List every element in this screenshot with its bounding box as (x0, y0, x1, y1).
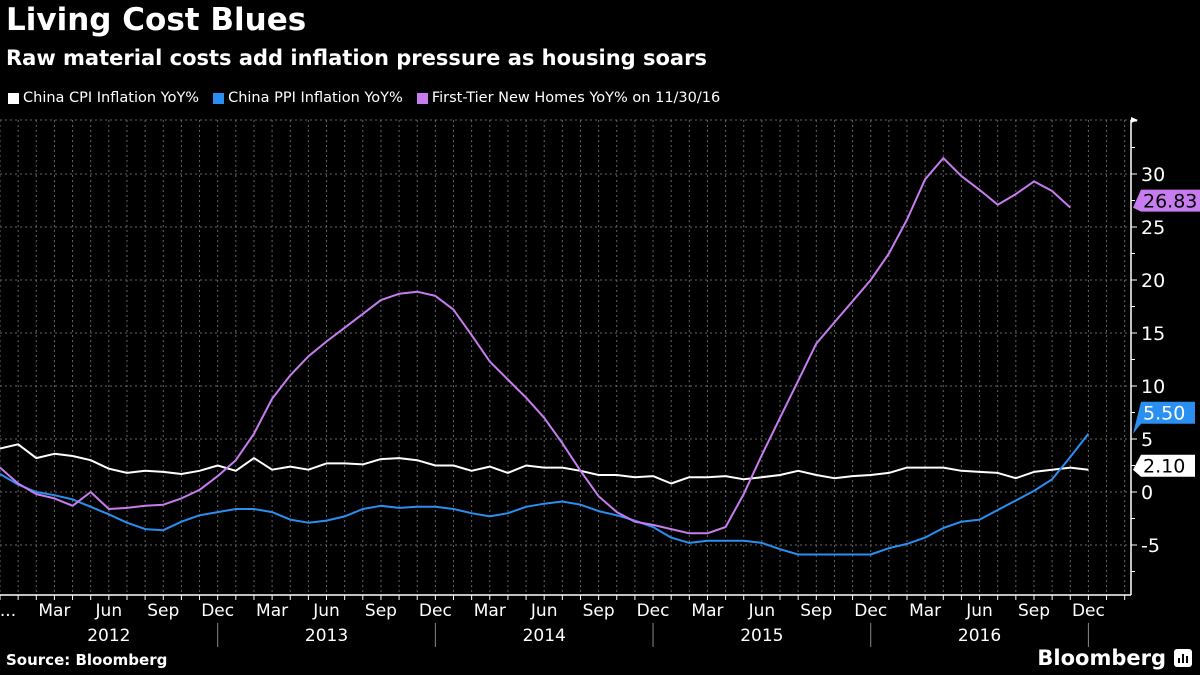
y-tick-label: 5 (1141, 429, 1153, 451)
x-tick-label: Jun (748, 601, 776, 621)
x-year-label: 2012 (87, 626, 130, 646)
last-value-label-0: 2.10 (1143, 456, 1185, 478)
x-tick-label: Mar (909, 601, 941, 621)
x-tick-label: Jun (965, 601, 993, 621)
x-tick-label: Dec (201, 601, 234, 621)
legend-swatch-homes (416, 92, 428, 104)
legend-label-homes: First-Tier New Homes YoY% on 11/30/16 (431, 90, 721, 106)
x-tick-label: Dec (419, 601, 452, 621)
x-year-label: 2015 (740, 626, 783, 646)
x-tick-label: Dec (637, 601, 670, 621)
brand-name: Bloomberg (1037, 646, 1166, 670)
last-value-tag-2 (1133, 189, 1200, 212)
x-tick-label: Jun (312, 601, 340, 621)
x-tick-label: Dec (1072, 601, 1105, 621)
x-tick-label: Mar (691, 601, 723, 621)
brand: Bloomberg (1037, 646, 1192, 670)
y-tick-label: 0 (1141, 482, 1153, 504)
x-year-label: 2013 (305, 626, 348, 646)
legend-item-cpi: China CPI Inflation YoY% (8, 90, 199, 106)
x-tick-label: Sep (583, 601, 615, 621)
legend-swatch-ppi (213, 92, 225, 104)
x-tick-label: Sep (800, 601, 832, 621)
chart-title: Living Cost Blues (6, 2, 307, 38)
source-note: Source: Bloomberg (6, 651, 168, 669)
x-tick-label: Mar (474, 601, 506, 621)
x-year-label: 2016 (958, 626, 1001, 646)
last-value-tag-1 (1133, 401, 1195, 434)
series-line-2 (0, 157, 1071, 535)
chart-subtitle: Raw material costs add inflation pressur… (6, 46, 707, 70)
x-tick-label: Sep (147, 601, 179, 621)
y-tick-label: 30 (1141, 164, 1165, 186)
x-tick-label: Jun (530, 601, 558, 621)
legend-swatch-cpi (8, 92, 19, 104)
y-tick-label: 10 (1141, 376, 1165, 398)
legend-label-ppi: China PPI Inflation YoY% (228, 90, 403, 106)
x-tick-label: Dec (854, 601, 887, 621)
last-value-tag-0 (1133, 454, 1195, 477)
legend-item-ppi: China PPI Inflation YoY% (213, 90, 403, 106)
x-year-label: 2014 (523, 626, 566, 646)
y-tick-label: -5 (1141, 535, 1160, 557)
legend: China CPI Inflation YoY% China PPI Infla… (8, 90, 720, 106)
bloomberg-logo-icon (1174, 649, 1192, 667)
x-tick-label: Jun (95, 601, 123, 621)
x-tick-label: Mar (256, 601, 288, 621)
x-tick-label: Sep (1018, 601, 1050, 621)
y-tick-label: 20 (1141, 270, 1165, 292)
last-value-label-1: 5.50 (1143, 403, 1185, 425)
y-tick-label: 25 (1141, 217, 1165, 239)
x-tick-label: Mar (38, 601, 70, 621)
x-tick-label: Sep (365, 601, 397, 621)
legend-item-homes: First-Tier New Homes YoY% on 11/30/16 (416, 90, 721, 106)
x-tick-label: ... (0, 601, 16, 621)
y-axis-arrow (1131, 117, 1138, 123)
y-tick-label: 15 (1141, 323, 1165, 345)
legend-label-cpi: China CPI Inflation YoY% (23, 90, 200, 106)
last-value-label-2: 26.83 (1143, 191, 1197, 213)
